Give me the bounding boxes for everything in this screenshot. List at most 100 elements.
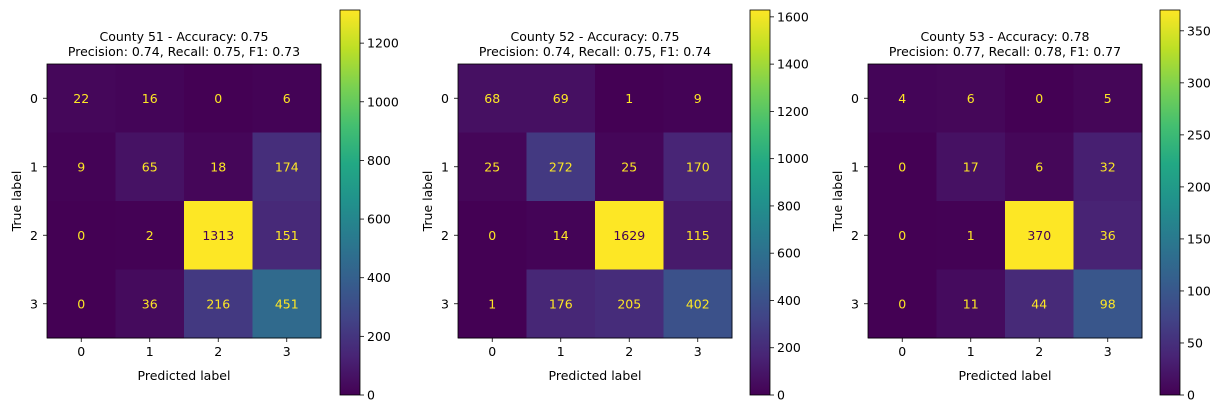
- heatmap-cell: [663, 64, 733, 133]
- y-axis-label: True label: [830, 171, 845, 233]
- cell-value-label: 0: [488, 228, 496, 243]
- y-axis-label: True label: [420, 171, 435, 233]
- x-tick-label: 0: [77, 344, 85, 359]
- colorbar-tick-label: 800: [367, 153, 391, 168]
- heatmap-cell: [936, 269, 1006, 339]
- colorbar: [749, 9, 771, 396]
- colorbar-tick-label: 0: [777, 388, 785, 403]
- cell-value-label: 17: [963, 159, 979, 174]
- colorbar-tick-label: 1200: [777, 104, 809, 119]
- cell-value-label: 0: [898, 159, 906, 174]
- cell-value-label: 14: [553, 228, 569, 243]
- x-tick-label: 3: [283, 344, 291, 359]
- heatmap-cell: [1005, 269, 1074, 339]
- y-tick-label: 0: [30, 91, 38, 106]
- heatmap-cell: [868, 201, 937, 270]
- cell-value-label: 176: [549, 296, 573, 311]
- colorbar-tick-label: 0: [367, 388, 375, 403]
- plot-frame: [457, 63, 733, 339]
- heatmap-cell: [458, 132, 527, 202]
- heatmap-cell: [936, 64, 1006, 133]
- heatmap-cell: [1005, 64, 1074, 133]
- cell-value-label: 11: [963, 296, 979, 311]
- heatmap-cell: [184, 269, 253, 339]
- colorbar-tick-label: 1400: [777, 57, 809, 72]
- heatmap-cell: [1073, 269, 1143, 339]
- cell-value-label: 32: [1100, 159, 1116, 174]
- heatmap-cell: [1073, 132, 1143, 202]
- colorbar-tick-label: 200: [367, 329, 391, 344]
- heatmap-cell: [184, 201, 253, 270]
- y-tick-label: 0: [851, 91, 859, 106]
- plot-frame: [867, 63, 1143, 339]
- x-axis-label: Predicted label: [959, 368, 1052, 383]
- colorbar-tick-label: 150: [1187, 231, 1211, 246]
- heatmap-cell: [458, 201, 527, 270]
- x-tick-label: 2: [625, 344, 633, 359]
- heatmap-cell: [1005, 132, 1074, 202]
- heatmap-cell: [663, 132, 733, 202]
- heatmap-cell: [252, 64, 322, 133]
- colorbar: [1159, 9, 1181, 396]
- colorbar-tick-label: 400: [367, 270, 391, 285]
- colorbar-tick-label: 600: [777, 246, 801, 261]
- colorbar-tick-label: 1000: [777, 151, 809, 166]
- cell-value-label: 68: [484, 91, 500, 106]
- plot-frame: [46, 63, 322, 339]
- colorbar-tick-label: 200: [777, 340, 801, 355]
- y-tick-label: 3: [30, 296, 38, 311]
- cell-value-label: 36: [1100, 228, 1116, 243]
- heatmap-cell: [115, 132, 185, 202]
- y-axis-label: True label: [9, 171, 24, 233]
- chart-subtitle: Precision: 0.74, Recall: 0.75, F1: 0.73: [68, 44, 300, 59]
- heatmap-cell: [663, 269, 733, 339]
- x-tick-label: 0: [488, 344, 496, 359]
- cell-value-label: 0: [214, 91, 222, 106]
- heatmap-cell: [115, 64, 185, 133]
- x-tick-label: 0: [898, 344, 906, 359]
- heatmap-cell: [1005, 201, 1074, 270]
- cell-value-label: 115: [686, 228, 710, 243]
- x-tick-label: 3: [1104, 344, 1112, 359]
- cell-value-label: 69: [553, 91, 569, 106]
- heatmap-cell: [595, 64, 664, 133]
- chart-title: County 51 - Accuracy: 0.75: [99, 29, 268, 44]
- y-tick-label: 2: [441, 228, 449, 243]
- y-tick-label: 2: [30, 228, 38, 243]
- cell-value-label: 65: [142, 159, 158, 174]
- heatmap-cell: [47, 132, 116, 202]
- colorbar-tick-label: 800: [777, 198, 801, 213]
- cell-value-label: 98: [1100, 296, 1116, 311]
- cell-value-label: 4: [898, 91, 906, 106]
- heatmap-cell: [252, 132, 322, 202]
- cell-value-label: 1629: [613, 228, 645, 243]
- colorbar-tick-label: 250: [1187, 127, 1211, 142]
- cell-value-label: 16: [142, 91, 158, 106]
- chart-title: County 52 - Accuracy: 0.75: [510, 29, 679, 44]
- x-tick-label: 1: [146, 344, 154, 359]
- heatmap-cell: [526, 269, 596, 339]
- heatmap-cell: [526, 201, 596, 270]
- y-tick-label: 1: [851, 159, 859, 174]
- heatmap-cell: [936, 201, 1006, 270]
- heatmap-cell: [595, 201, 664, 270]
- colorbar-tick-label: 50: [1187, 335, 1203, 350]
- colorbar-tick-label: 100: [1187, 283, 1211, 298]
- cell-value-label: 370: [1027, 228, 1051, 243]
- cell-value-label: 0: [1035, 91, 1043, 106]
- heatmap-cell: [115, 201, 185, 270]
- cell-value-label: 402: [686, 296, 710, 311]
- cell-value-label: 36: [142, 296, 158, 311]
- cell-value-label: 6: [967, 91, 975, 106]
- heatmap-cell: [1073, 201, 1143, 270]
- cell-value-label: 1313: [202, 228, 234, 243]
- chart-subtitle: Precision: 0.74, Recall: 0.75, F1: 0.74: [479, 44, 711, 59]
- heatmap-cell: [47, 201, 116, 270]
- colorbar-tick-label: 1000: [367, 94, 399, 109]
- cell-value-label: 170: [686, 159, 710, 174]
- y-tick-label: 3: [441, 296, 449, 311]
- cell-value-label: 9: [694, 91, 702, 106]
